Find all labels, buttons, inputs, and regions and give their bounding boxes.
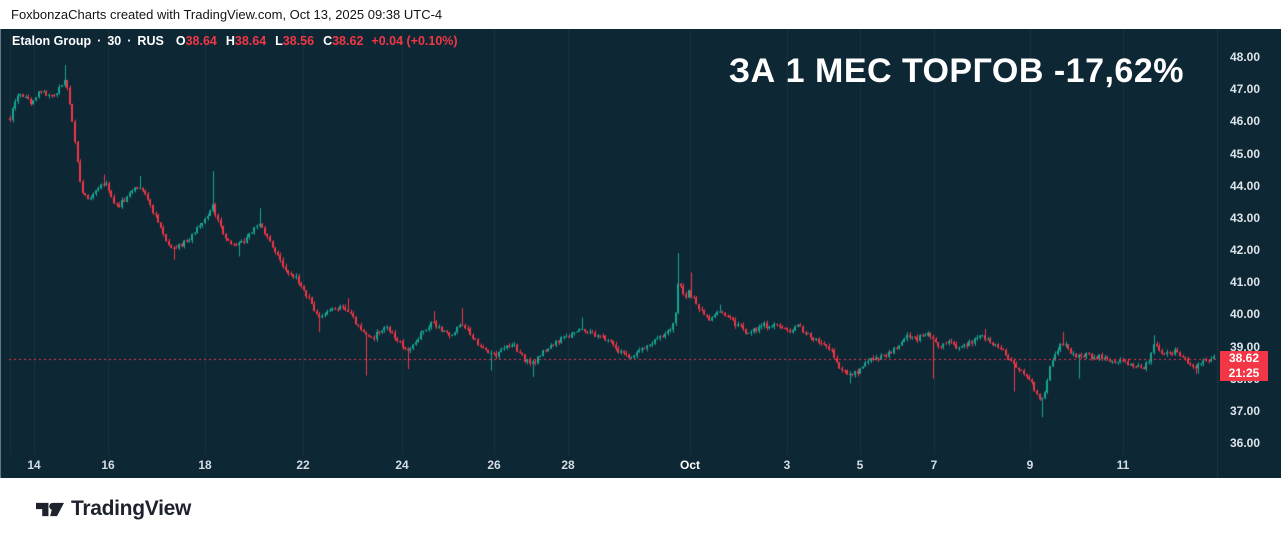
- candlestick-canvas[interactable]: [1, 29, 1281, 478]
- ohlc-value: 38.64: [234, 34, 267, 48]
- price-tick-37.00: 37.00: [1229, 403, 1261, 418]
- price-tick-40.00: 40.00: [1229, 307, 1261, 322]
- tradingview-logo-link[interactable]: TradingView: [36, 497, 191, 521]
- time-tick-22: 22: [296, 458, 310, 472]
- time-tick-7: 7: [930, 458, 938, 472]
- time-tick-26: 26: [487, 458, 501, 472]
- price-tick-43.00: 43.00: [1229, 210, 1261, 225]
- symbol-interval: 30: [107, 34, 122, 48]
- ohlc-label: O: [175, 34, 186, 48]
- ohlc-o: O38.64: [176, 34, 217, 48]
- top-attribution-bar: FoxbonzaCharts created with TradingView.…: [0, 0, 1281, 29]
- time-tick-24: 24: [395, 458, 409, 472]
- chart-panel: Etalon Group · 30 · RUS O38.64 H38.64 L38.…: [0, 29, 1281, 478]
- price-tick-46.00: 46.00: [1229, 114, 1261, 129]
- ohlc-h: H38.64: [226, 34, 266, 48]
- price-tick-47.00: 47.00: [1229, 82, 1261, 97]
- symbol-exchange: RUS: [137, 34, 164, 48]
- ohlc-value: 38.64: [185, 34, 217, 48]
- last-price-value: 38.62: [1228, 351, 1260, 366]
- time-tick-11: 11: [1116, 458, 1130, 472]
- time-tick-16: 16: [101, 458, 115, 472]
- price-tick-44.00: 44.00: [1229, 178, 1261, 193]
- ohlc-value: 38.56: [282, 34, 315, 48]
- ohlc-label: H: [225, 34, 235, 48]
- price-tick-45.00: 45.00: [1229, 146, 1261, 161]
- price-tick-42.00: 42.00: [1229, 243, 1261, 257]
- ohlc-label: C: [323, 34, 333, 48]
- time-tick-Oct: Oct: [679, 458, 701, 472]
- ohlc-values: O38.64 H38.64 L38.56 C38.62: [176, 34, 364, 48]
- price-tick-39.00: 39.00: [1229, 339, 1261, 354]
- time-tick-18: 18: [198, 458, 212, 472]
- price-tick-41.00: 41.00: [1229, 275, 1261, 290]
- last-price-time: 21:25: [1228, 366, 1260, 381]
- ohlc-label: L: [275, 34, 283, 48]
- ohlc-value: 38.62: [332, 34, 364, 48]
- ohlc-l: L38.56: [275, 34, 314, 48]
- attribution-text: FoxbonzaCharts created with TradingView.…: [11, 7, 443, 22]
- time-tick-28: 28: [561, 458, 575, 472]
- tradingview-logo: [36, 502, 64, 516]
- tradingview-wordmark: TradingView: [71, 497, 192, 520]
- time-tick-14: 14: [27, 458, 41, 472]
- legend-separator: ·: [127, 34, 132, 48]
- legend-separator: ·: [97, 34, 102, 48]
- time-tick-5: 5: [856, 458, 864, 472]
- period-change-annotation: ЗА 1 МЕС ТОРГОВ -17,62%: [728, 52, 1184, 90]
- time-tick-9: 9: [1026, 458, 1034, 472]
- price-tick-48.00: 48.00: [1229, 50, 1261, 64]
- last-price-label: 38.62 21:25: [1220, 351, 1268, 382]
- symbol-name: Etalon Group: [12, 34, 92, 48]
- time-tick-3: 3: [783, 458, 791, 472]
- price-tick-36.00: 36.00: [1229, 436, 1261, 450]
- symbol-legend[interactable]: Etalon Group · 30 · RUS O38.64 H38.64 L38.…: [12, 33, 458, 49]
- footer-bar: TradingView: [0, 478, 1281, 541]
- ohlc-c: C38.62: [323, 34, 363, 48]
- change-value: +0.04 (+0.10%): [371, 34, 458, 48]
